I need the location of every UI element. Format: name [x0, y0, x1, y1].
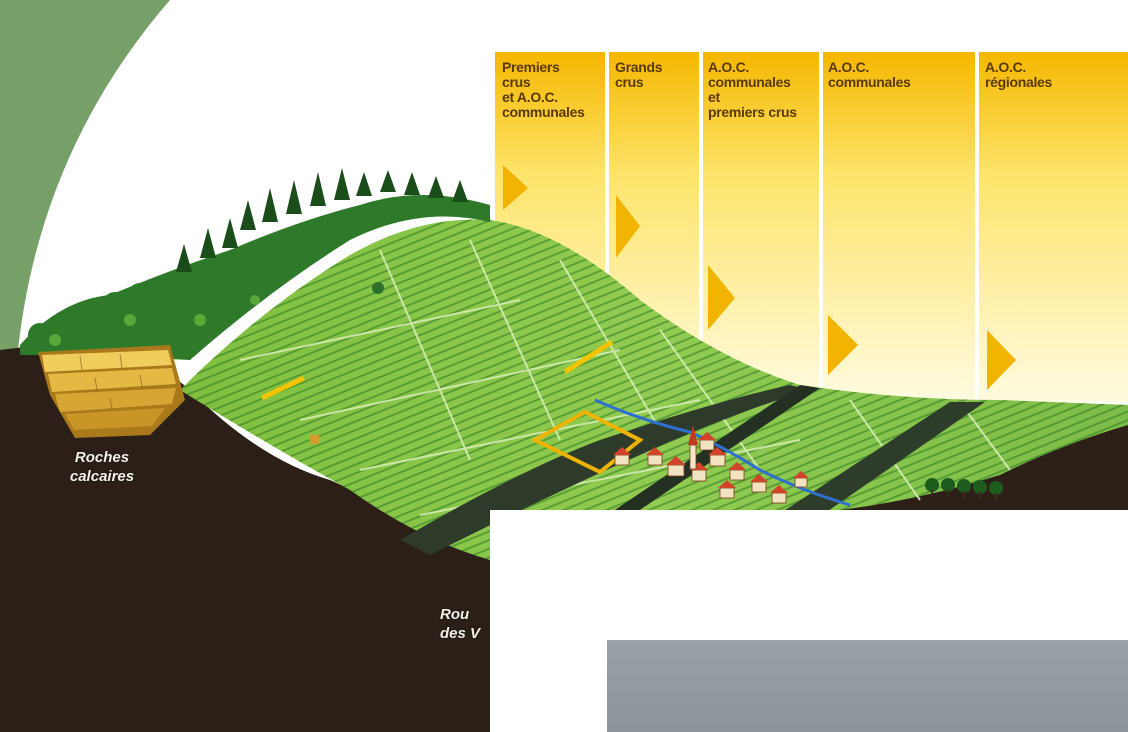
sky-arc [0, 0, 170, 350]
tree-row [925, 478, 1003, 501]
arrow-icon [987, 330, 1016, 390]
overlay-gray-panel [607, 640, 1128, 732]
road-label: Rou des V [440, 606, 481, 642]
limestone-rocks [38, 345, 185, 438]
arrow-icon [708, 265, 735, 330]
band-label-grands-crus: Grands crus [615, 59, 663, 90]
forest [20, 168, 490, 360]
band-label-premiers-crus: Premiers crus et A.O.C. communales [502, 59, 585, 120]
road [770, 402, 985, 520]
rock-label: Roches calcaires [69, 449, 135, 485]
grand-cru-parcels [260, 339, 644, 475]
band-label-aoc-regionales: A.O.C. régionales [985, 59, 1053, 90]
band-label-aoc-communales: A.O.C. communales [828, 59, 911, 90]
stream [594, 398, 851, 507]
village [613, 425, 809, 504]
arrow-icon [616, 195, 640, 258]
arrow-icon [503, 165, 528, 210]
band-label-aoc-communales-premiers: A.O.C. communales et premiers crus [708, 59, 797, 120]
arrow-icon [828, 315, 858, 375]
